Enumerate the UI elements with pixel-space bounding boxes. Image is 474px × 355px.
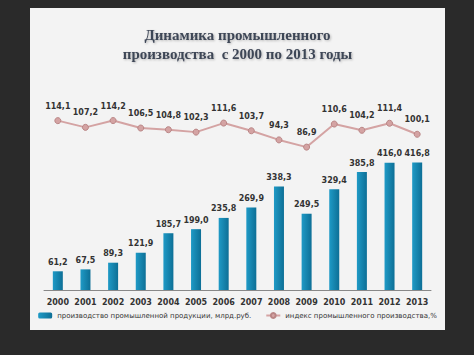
svg-text:235,8: 235,8 [211, 204, 237, 213]
svg-text:Динамика промышленного: Динамика промышленного [144, 27, 330, 43]
svg-text:102,3: 102,3 [183, 113, 208, 122]
svg-text:104,8: 104,8 [156, 111, 182, 120]
svg-text:100,1: 100,1 [405, 115, 431, 124]
svg-text:2013: 2013 [406, 298, 428, 307]
svg-text:2010: 2010 [323, 298, 346, 307]
svg-text:2007: 2007 [240, 298, 262, 307]
svg-text:385,8: 385,8 [349, 159, 375, 168]
svg-text:2005: 2005 [185, 298, 208, 307]
svg-text:2009: 2009 [295, 298, 318, 307]
svg-text:индекс промышленного производс: индекс промышленного производства,% [285, 312, 437, 320]
svg-text:2008: 2008 [268, 298, 291, 307]
svg-text:2004: 2004 [157, 298, 180, 307]
svg-text:111,6: 111,6 [211, 104, 237, 113]
svg-text:269,9: 269,9 [239, 194, 265, 203]
svg-text:2001: 2001 [74, 298, 97, 307]
svg-text:2003: 2003 [130, 298, 152, 307]
svg-text:104,2: 104,2 [349, 111, 374, 120]
svg-text:199,0: 199,0 [183, 216, 209, 225]
svg-text:2011: 2011 [351, 298, 374, 307]
svg-text:61,2: 61,2 [48, 258, 68, 267]
svg-text:94,3: 94,3 [269, 121, 289, 130]
svg-text:86,9: 86,9 [297, 128, 317, 137]
svg-text:2012: 2012 [378, 298, 400, 307]
svg-text:111,4: 111,4 [377, 104, 403, 113]
svg-text:производство промышленной прод: производство промышленной продукции, млр… [57, 312, 251, 320]
svg-text:416,8: 416,8 [405, 149, 431, 158]
svg-text:2006: 2006 [213, 298, 236, 307]
svg-text:416,0: 416,0 [377, 149, 403, 158]
svg-text:производства с 2000 по 2013 г: производства с 2000 по 2013 годы [123, 46, 353, 62]
svg-text:338,3: 338,3 [266, 173, 291, 182]
svg-text:114,2: 114,2 [100, 102, 125, 111]
svg-text:329,4: 329,4 [322, 176, 348, 185]
svg-text:89,3: 89,3 [103, 249, 123, 258]
svg-text:114,1: 114,1 [45, 102, 71, 111]
svg-text:185,7: 185,7 [156, 220, 181, 229]
svg-text:67,5: 67,5 [76, 256, 96, 265]
svg-text:103,7: 103,7 [239, 112, 264, 121]
svg-text:121,9: 121,9 [128, 239, 154, 248]
svg-text:2002: 2002 [102, 298, 124, 307]
svg-text:107,2: 107,2 [73, 108, 98, 117]
svg-text:106,5: 106,5 [128, 109, 154, 118]
svg-text:249,5: 249,5 [294, 200, 320, 209]
svg-text:110,6: 110,6 [322, 105, 348, 114]
svg-text:2000: 2000 [47, 298, 70, 307]
